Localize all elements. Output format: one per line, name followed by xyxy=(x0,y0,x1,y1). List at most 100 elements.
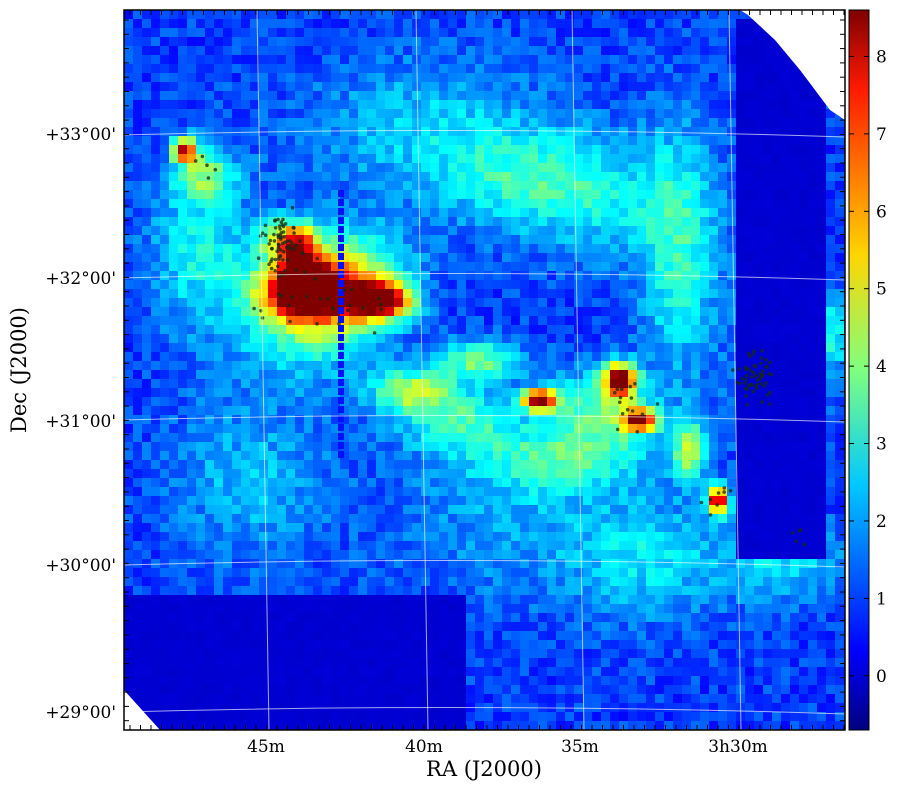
heatmap-cell xyxy=(835,487,845,497)
heatmap-cell xyxy=(682,496,692,506)
heatmap-cell xyxy=(232,73,242,83)
heatmap-cell xyxy=(196,208,206,218)
heatmap-cell xyxy=(124,280,134,290)
heatmap-cell xyxy=(655,550,665,560)
heatmap-cell xyxy=(502,127,512,137)
heatmap-cell xyxy=(736,109,746,119)
heatmap-cell xyxy=(709,307,719,317)
heatmap-cell xyxy=(376,298,386,308)
heatmap-cell xyxy=(700,433,710,443)
heatmap-cell xyxy=(457,100,467,110)
heatmap-cell xyxy=(286,460,296,470)
heatmap-cell xyxy=(763,514,773,524)
heatmap-cell xyxy=(502,469,512,479)
heatmap-cell xyxy=(538,361,548,371)
heatmap-cell xyxy=(241,190,251,200)
heatmap-cell xyxy=(520,289,530,299)
heatmap-cell xyxy=(565,10,575,20)
heatmap-cell xyxy=(691,433,701,443)
heatmap-cell xyxy=(502,289,512,299)
heatmap-cell xyxy=(745,523,755,533)
heatmap-cell xyxy=(673,10,683,20)
heatmap-cell xyxy=(457,145,467,155)
heatmap-cell xyxy=(835,190,845,200)
heatmap-cell xyxy=(340,478,350,488)
heatmap-cell xyxy=(484,523,494,533)
heatmap-cell xyxy=(781,109,791,119)
heatmap-cell xyxy=(718,46,728,56)
heatmap-cell xyxy=(646,136,656,146)
heatmap-cell xyxy=(763,37,773,47)
heatmap-cell xyxy=(250,244,260,254)
heatmap-cell xyxy=(763,496,773,506)
heatmap-cell xyxy=(448,487,458,497)
heatmap-cell xyxy=(520,235,530,245)
heatmap-cell xyxy=(736,316,746,326)
heatmap-cell xyxy=(313,325,323,335)
heatmap-cell xyxy=(322,82,332,92)
heatmap-cell xyxy=(169,73,179,83)
heatmap-cell xyxy=(439,460,449,470)
heatmap-cell xyxy=(628,109,638,119)
heatmap-cell xyxy=(133,559,143,569)
heatmap-cell xyxy=(745,370,755,380)
heatmap-cell xyxy=(673,343,683,353)
heatmap-cell xyxy=(205,307,215,317)
heatmap-cell xyxy=(430,550,440,560)
heatmap-cell xyxy=(133,172,143,182)
heatmap-cell xyxy=(313,334,323,344)
heatmap-cell xyxy=(313,28,323,38)
heatmap-cell xyxy=(142,55,152,65)
heatmap-cell xyxy=(196,523,206,533)
heatmap-cell xyxy=(169,217,179,227)
heatmap-cell xyxy=(223,37,233,47)
heatmap-cell xyxy=(169,550,179,560)
heatmap-cell xyxy=(808,343,818,353)
heatmap-cell xyxy=(808,91,818,101)
heatmap-cell xyxy=(763,523,773,533)
heatmap-cell xyxy=(520,262,530,272)
heatmap-cell xyxy=(736,262,746,272)
heatmap-cell xyxy=(169,127,179,137)
heatmap-cell xyxy=(385,298,395,308)
heatmap-cell xyxy=(331,388,341,398)
heatmap-cell xyxy=(736,10,746,20)
heatmap-cell xyxy=(709,100,719,110)
heatmap-cell xyxy=(610,559,620,569)
heatmap-cell xyxy=(556,397,566,407)
heatmap-cell xyxy=(493,325,503,335)
heatmap-cell xyxy=(124,406,134,416)
heatmap-cell xyxy=(322,415,332,425)
heatmap-cell xyxy=(376,271,386,281)
heatmap-cell xyxy=(124,118,134,128)
heatmap-cell xyxy=(565,451,575,461)
heatmap-cell xyxy=(421,46,431,56)
heatmap-cell xyxy=(367,523,377,533)
heatmap-cell xyxy=(448,73,458,83)
heatmap-cell xyxy=(538,190,548,200)
heatmap-cell xyxy=(646,478,656,488)
heatmap-cell xyxy=(511,82,521,92)
heatmap-cell xyxy=(268,100,278,110)
heatmap-cell xyxy=(178,523,188,533)
heatmap-cell xyxy=(196,91,206,101)
heatmap-cell xyxy=(340,208,350,218)
heatmap-cell xyxy=(529,343,539,353)
heatmap-cell xyxy=(439,469,449,479)
heatmap-cell xyxy=(169,289,179,299)
heatmap-cell xyxy=(736,352,746,362)
heatmap-cell xyxy=(511,145,521,155)
heatmap-cell xyxy=(736,163,746,173)
heatmap-cell xyxy=(727,73,737,83)
heatmap-cell xyxy=(259,460,269,470)
heatmap-cell xyxy=(133,109,143,119)
heatmap-cell xyxy=(664,505,674,515)
heatmap-cell xyxy=(511,73,521,83)
heatmap-cell xyxy=(637,325,647,335)
heatmap-cell xyxy=(547,442,557,452)
heatmap-cell xyxy=(808,298,818,308)
heatmap-cell xyxy=(340,334,350,344)
heatmap-cell xyxy=(502,451,512,461)
heatmap-cell xyxy=(547,433,557,443)
heatmap-cell xyxy=(142,226,152,236)
